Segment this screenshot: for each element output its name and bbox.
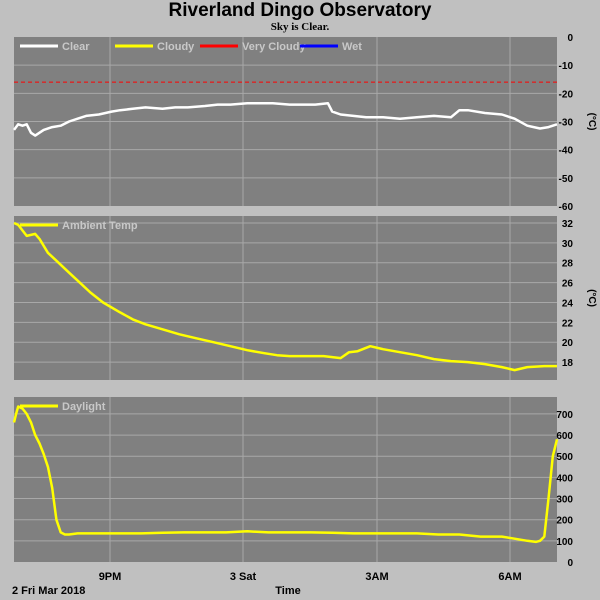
chart-subtitle: Sky is Clear. (270, 21, 330, 33)
x-tick-label: 9PM (98, 571, 122, 583)
legend-label: Clear (62, 41, 90, 53)
x-axis-label: Time (275, 585, 301, 597)
y-tick-label: 22 (562, 318, 574, 329)
y-tick-label: -10 (559, 61, 574, 72)
legend-label: Very Cloudy (242, 41, 306, 53)
y-tick-label: 0 (567, 33, 573, 44)
legend-label: Daylight (62, 401, 106, 413)
x-tick-label: 3AM (365, 571, 389, 583)
y-tick-label: 28 (562, 259, 574, 270)
y-tick-label: 18 (562, 358, 574, 369)
y-tick-label: -50 (559, 174, 574, 185)
y-tick-label: 32 (562, 219, 574, 230)
series-line-ambient-temp (13, 221, 557, 372)
y-tick-label: 0 (567, 558, 573, 569)
legend-label: Ambient Temp (62, 220, 138, 232)
y-tick-label: 700 (556, 410, 573, 421)
series-line-daylight (12, 405, 559, 544)
x-tick-label: 3 Sat (229, 571, 257, 583)
y-tick-label: 30 (562, 239, 574, 250)
y-axis-label: (°C) (586, 289, 597, 307)
y-tick-label: 20 (562, 338, 574, 349)
y-tick-label: 200 (556, 516, 573, 527)
y-tick-label: -30 (559, 118, 574, 129)
y-tick-label: -60 (559, 202, 574, 213)
y-axis-label: (°C) (586, 113, 597, 131)
x-tick-label: 6AM (498, 571, 522, 583)
legend-label: Cloudy (157, 41, 195, 53)
y-tick-label: 100 (556, 537, 573, 548)
chart-title: Riverland Dingo Observatory (168, 0, 432, 21)
series-line-clear (13, 101, 558, 137)
legend-label: Wet (342, 41, 362, 53)
y-tick-label: 400 (556, 473, 573, 484)
y-tick-label: -20 (559, 89, 574, 100)
y-tick-label: 600 (556, 431, 573, 442)
y-tick-label: 26 (562, 279, 574, 290)
y-tick-label: 300 (556, 495, 573, 506)
x-date-label: 2 Fri Mar 2018 (12, 585, 86, 597)
y-tick-label: -40 (559, 146, 574, 157)
y-tick-label: 500 (556, 452, 573, 463)
y-tick-label: 24 (562, 298, 574, 309)
